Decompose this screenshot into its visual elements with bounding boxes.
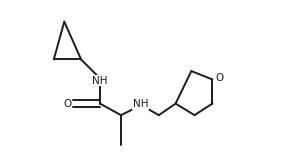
Text: O: O (63, 99, 71, 109)
Text: NH: NH (92, 76, 108, 85)
Text: O: O (216, 73, 224, 83)
Text: NH: NH (133, 99, 148, 109)
